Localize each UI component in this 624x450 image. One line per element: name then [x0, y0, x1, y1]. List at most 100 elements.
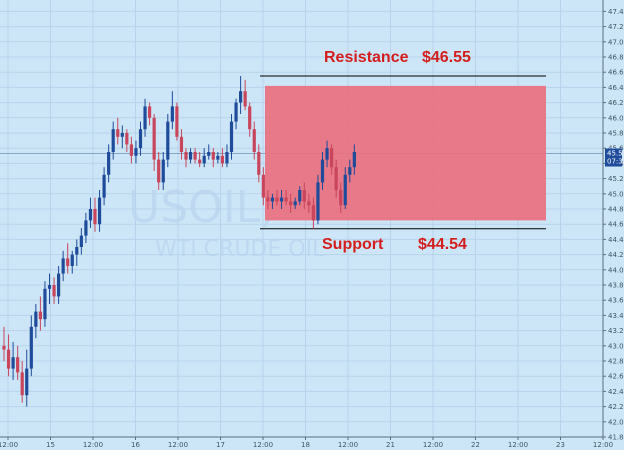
candle[interactable] — [157, 152, 161, 190]
candle[interactable] — [38, 296, 42, 331]
candle[interactable] — [6, 334, 11, 377]
candle[interactable] — [202, 148, 206, 168]
candle[interactable] — [20, 361, 24, 403]
candle-body — [234, 102, 238, 122]
candle[interactable] — [188, 148, 193, 164]
candle[interactable] — [25, 349, 29, 407]
candle[interactable] — [134, 140, 138, 164]
candle[interactable] — [348, 159, 352, 183]
candle[interactable] — [52, 277, 56, 304]
candle[interactable] — [207, 144, 211, 160]
last-price-tag-box — [605, 148, 622, 167]
candle[interactable] — [225, 144, 229, 168]
candle[interactable] — [339, 182, 343, 213]
candle[interactable] — [257, 144, 261, 183]
candle[interactable] — [316, 174, 320, 225]
candle[interactable] — [97, 190, 102, 232]
support-resistance-zone[interactable] — [260, 75, 546, 230]
candle[interactable] — [298, 186, 302, 206]
candle[interactable] — [279, 190, 284, 209]
candle[interactable] — [266, 190, 270, 209]
candle[interactable] — [70, 250, 74, 274]
candle[interactable] — [47, 273, 52, 304]
candle[interactable] — [84, 212, 88, 244]
candle[interactable] — [216, 152, 220, 164]
candle-body — [170, 106, 174, 122]
candle[interactable] — [352, 144, 356, 175]
candle[interactable] — [284, 190, 288, 206]
candle[interactable] — [79, 228, 83, 255]
candle-body — [138, 129, 143, 149]
candle-body — [116, 129, 120, 137]
candle-body — [279, 197, 284, 202]
candle[interactable] — [66, 243, 70, 274]
candle[interactable] — [302, 182, 306, 209]
candle[interactable] — [34, 304, 38, 339]
candle[interactable] — [111, 121, 115, 160]
price-axis[interactable]: 41.80 42.00 42.20 42.40 42.60 42.80 43.00 43.20… — [602, 0, 624, 442]
candle[interactable] — [220, 148, 224, 168]
candle-body — [352, 152, 356, 168]
candle[interactable] — [179, 129, 184, 160]
candle-body — [207, 152, 211, 156]
candle[interactable] — [148, 102, 152, 126]
candle[interactable] — [334, 159, 338, 198]
candle[interactable] — [343, 167, 347, 209]
price-zone-box[interactable] — [265, 85, 546, 221]
candle[interactable] — [320, 152, 325, 190]
candle[interactable] — [93, 197, 97, 232]
candle[interactable] — [175, 102, 179, 141]
candle[interactable] — [120, 125, 124, 149]
candle[interactable] — [307, 193, 311, 213]
candle-body — [43, 288, 47, 320]
candle[interactable] — [229, 114, 234, 160]
candle[interactable] — [116, 117, 120, 145]
candle[interactable] — [261, 167, 265, 206]
candle[interactable] — [325, 140, 329, 168]
candle[interactable] — [193, 148, 197, 164]
candle[interactable] — [43, 281, 47, 327]
candle[interactable] — [289, 193, 293, 213]
candle[interactable] — [75, 239, 79, 266]
candle[interactable] — [29, 315, 33, 377]
candle[interactable] — [293, 197, 297, 209]
candle[interactable] — [88, 197, 93, 228]
candle[interactable] — [234, 98, 238, 130]
candle[interactable] — [239, 76, 243, 114]
candle[interactable] — [102, 167, 106, 206]
time-tick-label: 16 — [131, 441, 140, 449]
candle[interactable] — [211, 148, 215, 168]
candle[interactable] — [330, 144, 334, 175]
candle[interactable] — [11, 342, 15, 380]
candle[interactable] — [143, 98, 147, 137]
candle[interactable] — [125, 129, 129, 152]
candles[interactable] — [2, 76, 356, 407]
price-tick-label: 44.40 — [608, 236, 624, 244]
candle[interactable] — [152, 114, 156, 171]
candle[interactable] — [57, 266, 61, 304]
candle[interactable] — [198, 152, 202, 168]
candle[interactable] — [248, 102, 252, 137]
candle[interactable] — [161, 152, 165, 190]
candle-body — [20, 372, 24, 396]
candle-body — [52, 285, 56, 297]
candle-body — [293, 201, 297, 206]
candle-body — [111, 129, 115, 152]
candle-body — [298, 190, 302, 202]
candle[interactable] — [270, 193, 275, 209]
candle[interactable] — [311, 197, 315, 229]
candle[interactable] — [2, 326, 6, 361]
candle[interactable] — [184, 148, 188, 168]
candle[interactable] — [243, 79, 247, 111]
candle[interactable] — [16, 345, 20, 380]
candle[interactable] — [61, 250, 65, 282]
candle[interactable] — [275, 190, 279, 206]
candle[interactable] — [138, 121, 143, 156]
candle[interactable] — [252, 121, 256, 160]
candle[interactable] — [170, 91, 174, 130]
candle[interactable] — [166, 114, 170, 168]
candle[interactable] — [107, 144, 111, 183]
candle[interactable] — [129, 136, 133, 164]
time-axis[interactable]: 12:00 15 12:00 16 12:00 17 12:00 18 12:00 21 12:00… — [0, 436, 613, 449]
